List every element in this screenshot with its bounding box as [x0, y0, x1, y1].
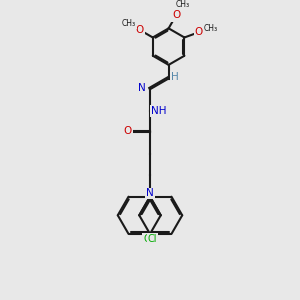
Text: H: H — [171, 72, 178, 82]
Text: CH₃: CH₃ — [175, 0, 189, 9]
Text: CH₃: CH₃ — [122, 19, 136, 28]
Text: CH₃: CH₃ — [203, 24, 218, 33]
Text: NH: NH — [151, 106, 166, 116]
Text: O: O — [172, 10, 180, 20]
Text: O: O — [124, 126, 132, 136]
Text: Cl: Cl — [143, 234, 152, 244]
Text: N: N — [138, 83, 146, 93]
Text: Cl: Cl — [148, 234, 157, 244]
Text: O: O — [194, 27, 203, 37]
Text: O: O — [136, 25, 144, 35]
Text: N: N — [146, 188, 154, 198]
